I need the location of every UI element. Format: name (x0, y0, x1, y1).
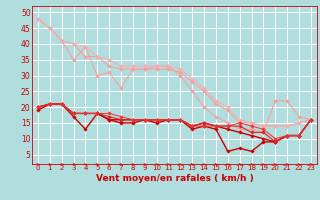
X-axis label: Vent moyen/en rafales ( km/h ): Vent moyen/en rafales ( km/h ) (96, 174, 253, 183)
